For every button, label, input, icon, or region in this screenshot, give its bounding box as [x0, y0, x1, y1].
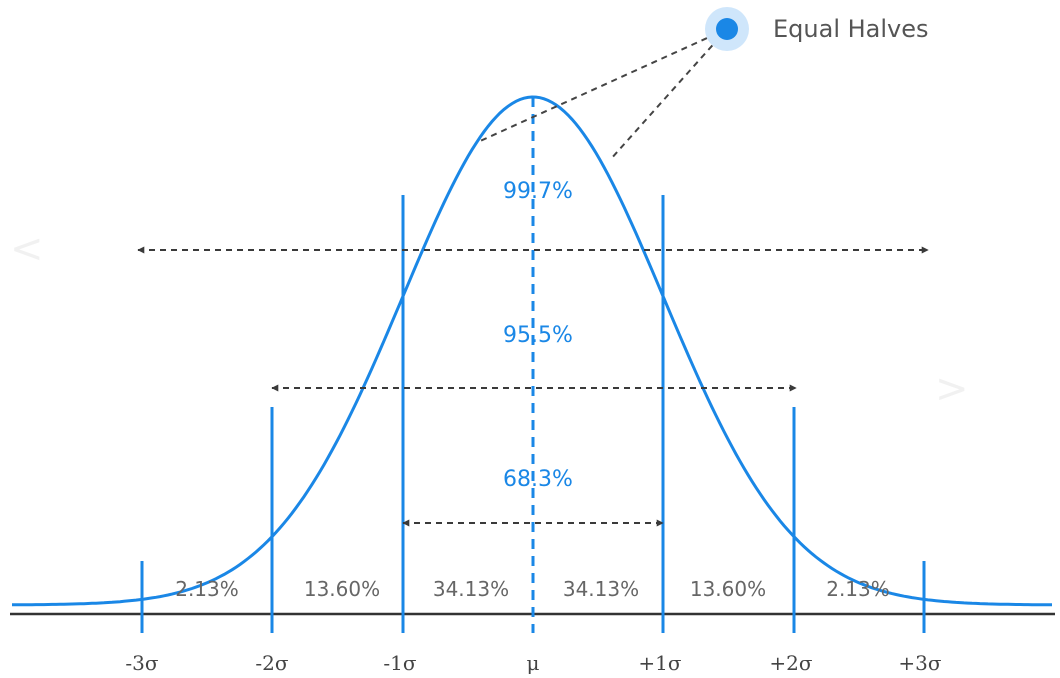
prev-arrow[interactable]: < [10, 226, 44, 272]
tick-label: -1σ [383, 651, 416, 675]
tick-label: +1σ [638, 651, 681, 675]
segment-label: 34.13% [563, 577, 639, 601]
segment-label: 2.13% [175, 577, 239, 601]
segment-label: 13.60% [304, 577, 380, 601]
segment-label: 34.13% [433, 577, 509, 601]
next-arrow[interactable]: > [935, 366, 969, 412]
tick-label: μ [527, 651, 540, 675]
tick-label: -3σ [125, 651, 158, 675]
segment-label: 13.60% [690, 577, 766, 601]
callout-line-left [477, 28, 728, 143]
band-label-inner: 68.3% [503, 467, 573, 492]
callout-line-right [609, 28, 728, 161]
tick-label: +2σ [769, 651, 812, 675]
band-label-outer: 99.7% [503, 179, 573, 204]
segment-label: 2.13% [826, 577, 890, 601]
band-label-middle: 95.5% [503, 323, 573, 348]
legend-label: Equal Halves [773, 15, 929, 43]
tick-label: +3σ [898, 651, 941, 675]
legend-dot-icon [716, 18, 738, 40]
tick-label: -2σ [255, 651, 288, 675]
